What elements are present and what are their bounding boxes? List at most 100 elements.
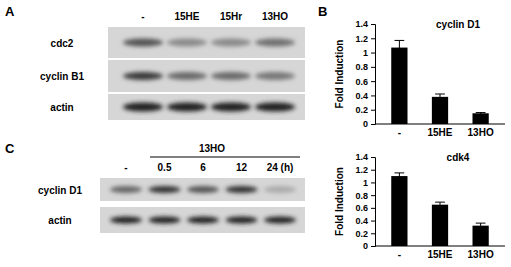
tick-mark [371,182,375,183]
blot-band [167,39,207,47]
lane-label: - [124,162,127,173]
blot-band [123,72,163,80]
tick-label: 1 [363,178,368,188]
blot-band [167,103,207,112]
blot-strip [108,27,305,58]
tick-mark [371,95,375,96]
chart-title: cdk4 [447,152,470,163]
chart-title: cyclin D1 [436,19,480,30]
error-bar [476,113,486,114]
lane-label: 6 [200,162,206,173]
lane-label: - [141,11,144,22]
tick-label: 0.6 [355,77,368,87]
tick: 0.4 [355,91,375,101]
bar [391,176,407,246]
tick-label: 15HE [427,249,452,260]
tick: 1 [363,48,375,58]
tick-mark [371,67,375,68]
error-bar [476,223,486,228]
blot-band [255,39,295,47]
y-axis: 00.20.40.60.811.21.4 [355,152,375,251]
bar-chart: 00.20.40.60.811.21.4-15HE13HOcdk4Fold In… [334,152,505,260]
tick-mark [371,233,375,234]
lane-label: 15Hr [220,11,242,22]
y-axis-title: Fold Induction [334,40,345,109]
tick: - [398,124,401,138]
blot-band [110,186,142,193]
error-bar-stem [399,173,400,179]
y-axis: 00.20.40.60.811.21.4 [355,19,375,129]
lane-label: 0.5 [158,162,172,173]
tick-label: - [398,249,401,260]
error-bar-stem [480,223,481,228]
blot-band [123,103,163,112]
blot-band [167,72,207,80]
tick-mark [371,208,375,209]
error-bar-cap [435,94,445,95]
bar [432,97,448,124]
lane-label: 12 [236,162,248,173]
bar [391,48,407,124]
panel-label: A [5,4,15,19]
error-bar-cap [435,202,445,203]
tick: 0.2 [355,105,375,115]
tick-mark [371,24,375,25]
blot-band [211,103,251,112]
tick: 13HO [468,246,494,260]
error-bar-cap [395,172,405,173]
tick-label: 13HO [468,127,494,138]
blot-band [149,186,181,193]
tick-label: 0.8 [355,191,368,201]
axis-line [371,158,376,247]
tick-label: 1.4 [355,152,368,162]
tick-label: 13HO [468,249,494,260]
blot-band [255,72,295,80]
tick-mark [371,157,375,158]
bar [473,113,489,124]
tick-mark [371,53,375,54]
row-label: cyclin D1 [38,185,82,196]
row-label: actin [48,215,71,226]
tick: 1.4 [355,19,375,29]
error-bar-cap [476,112,486,113]
tick: 1.2 [355,34,375,44]
tick: 15HE [427,124,452,138]
blot-band [255,103,295,112]
panel-label: B [318,4,327,19]
blot-band [264,217,296,224]
blot-band [226,217,258,224]
error-bar [435,202,445,207]
axis-line [371,25,376,125]
plot-area [391,40,489,124]
panel-a: A-15HE15Hr13HOcdc2cyclin B1actin [5,4,305,120]
error-bar-stem [440,202,441,207]
row-label: cyclin B1 [40,71,84,82]
tick: 0.8 [355,62,375,72]
error-bar [395,173,405,179]
bar-chart: 00.20.40.60.811.21.4-15HE13HOcyclin D1Fo… [334,19,505,138]
tick-mark [371,124,375,125]
tick-label: 1.2 [355,34,368,44]
tick-label: 1.2 [355,165,368,175]
blot-strip [100,178,305,201]
tick-mark [371,246,375,247]
tick: 1 [363,178,375,188]
blot-strip [108,60,305,92]
tick: 0.2 [355,229,375,239]
tick: 1.4 [355,152,375,162]
treatment-label: 13HO [199,143,225,154]
panel-label: C [5,141,15,156]
tick-mark [371,110,375,111]
tick: 1.2 [355,165,375,175]
tick-mark [371,195,375,196]
tick-label: 0.2 [355,229,368,239]
blot-band [110,217,142,224]
tick-label: 0.4 [355,216,368,226]
error-bar [395,40,405,54]
bar [432,205,448,246]
figure: A-15HE15Hr13HOcdc2cyclin B1actinC13HO-0.… [0,0,511,267]
tick: 0.6 [355,77,375,87]
tick-label: 0 [363,241,368,251]
tick-label: 1.4 [355,19,368,29]
x-axis: - 15HE 13HO [375,246,505,260]
